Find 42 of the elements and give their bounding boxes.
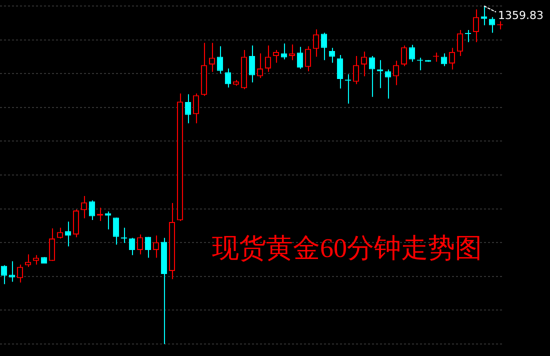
candlestick (105, 211, 111, 230)
candlestick (457, 30, 463, 57)
candlestick (265, 45, 271, 72)
candlestick (185, 94, 191, 124)
candlestick (113, 217, 119, 246)
candlestick (145, 236, 151, 258)
candlestick (385, 69, 391, 100)
candlestick (209, 42, 215, 72)
candlestick (369, 56, 375, 98)
candlestick (137, 234, 143, 255)
candlestick (481, 6, 487, 26)
candlestick (9, 260, 15, 282)
candlestick (401, 45, 407, 67)
candlestick (33, 254, 39, 266)
candlestick (17, 264, 23, 283)
candlestick (73, 208, 79, 238)
candlestick (489, 16, 495, 34)
candlestick (337, 54, 343, 89)
candlestick (473, 8, 479, 43)
candlestick (449, 47, 455, 70)
candlestick (321, 32, 327, 61)
candlestick (297, 46, 303, 70)
candlestick (465, 30, 471, 43)
candlestick (49, 228, 55, 262)
candlestick (329, 47, 335, 64)
text: 现货黄金60分钟走势图 (212, 232, 482, 265)
candlestick (393, 60, 399, 86)
candlestick (129, 237, 135, 256)
candlestick (281, 43, 287, 60)
annotation: 1359.83 (498, 8, 544, 22)
candlestick (65, 221, 71, 247)
candlestick (313, 28, 319, 58)
candlestick (305, 46, 311, 72)
candlestick (273, 49, 279, 64)
candlestick (193, 93, 199, 124)
candlestick (249, 45, 255, 83)
candlestick (353, 56, 359, 85)
candlestick (89, 200, 95, 220)
candlestick (217, 46, 223, 74)
candlestick (409, 44, 415, 62)
candlestick (225, 68, 231, 88)
candlestick (121, 227, 127, 244)
